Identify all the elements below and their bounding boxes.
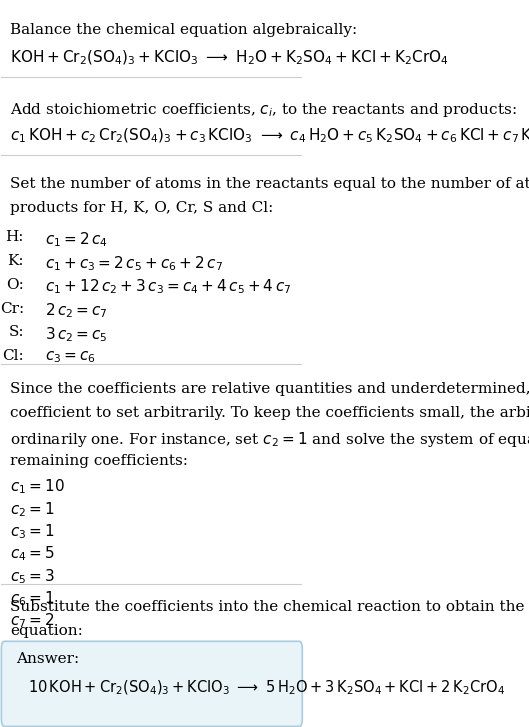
Text: $c_2 = 1$: $c_2 = 1$ <box>11 500 55 518</box>
Text: Since the coefficients are relative quantities and underdetermined, choose a: Since the coefficients are relative quan… <box>11 382 529 396</box>
Text: O:: O: <box>6 278 24 292</box>
Text: $c_5 = 3$: $c_5 = 3$ <box>11 567 55 586</box>
Text: S:: S: <box>8 325 24 340</box>
Text: $c_1\,\mathrm{KOH} + c_2\,\mathrm{Cr_2(SO_4)_3} + c_3\,\mathrm{KClO_3} \ \longri: $c_1\,\mathrm{KOH} + c_2\,\mathrm{Cr_2(S… <box>11 126 529 145</box>
Text: $c_1 = 2\,c_4$: $c_1 = 2\,c_4$ <box>45 230 108 249</box>
Text: products for H, K, O, Cr, S and Cl:: products for H, K, O, Cr, S and Cl: <box>11 201 274 214</box>
Text: Balance the chemical equation algebraically:: Balance the chemical equation algebraica… <box>11 23 358 37</box>
Text: ordinarily one. For instance, set $c_2 = 1$ and solve the system of equations fo: ordinarily one. For instance, set $c_2 =… <box>11 430 529 449</box>
Text: $c_6 = 1$: $c_6 = 1$ <box>11 590 55 608</box>
Text: Cr:: Cr: <box>0 302 24 316</box>
Text: $c_1 + 12\,c_2 + 3\,c_3 = c_4 + 4\,c_5 + 4\,c_7$: $c_1 + 12\,c_2 + 3\,c_3 = c_4 + 4\,c_5 +… <box>45 278 291 297</box>
Text: $c_4 = 5$: $c_4 = 5$ <box>11 545 55 563</box>
Text: Answer:: Answer: <box>16 652 80 666</box>
Text: Set the number of atoms in the reactants equal to the number of atoms in the: Set the number of atoms in the reactants… <box>11 177 529 190</box>
Text: Add stoichiometric coefficients, $c_i$, to the reactants and products:: Add stoichiometric coefficients, $c_i$, … <box>11 101 517 119</box>
Text: equation:: equation: <box>11 624 83 638</box>
Text: $c_3 = c_6$: $c_3 = c_6$ <box>45 349 96 365</box>
Text: $10\,\mathrm{KOH} + \mathrm{Cr_2(SO_4)_3} + \mathrm{KClO_3} \ \longrightarrow \ : $10\,\mathrm{KOH} + \mathrm{Cr_2(SO_4)_3… <box>29 679 505 697</box>
Text: $2\,c_2 = c_7$: $2\,c_2 = c_7$ <box>45 302 108 320</box>
Text: H:: H: <box>5 230 24 244</box>
Text: $c_1 = 10$: $c_1 = 10$ <box>11 478 65 497</box>
Text: Substitute the coefficients into the chemical reaction to obtain the balanced: Substitute the coefficients into the che… <box>11 601 529 614</box>
Text: $c_3 = 1$: $c_3 = 1$ <box>11 522 55 541</box>
FancyBboxPatch shape <box>2 641 302 726</box>
Text: $3\,c_2 = c_5$: $3\,c_2 = c_5$ <box>45 325 108 344</box>
Text: K:: K: <box>7 254 24 268</box>
Text: remaining coefficients:: remaining coefficients: <box>11 454 188 467</box>
Text: $c_1 + c_3 = 2\,c_5 + c_6 + 2\,c_7$: $c_1 + c_3 = 2\,c_5 + c_6 + 2\,c_7$ <box>45 254 223 273</box>
Text: $c_7 = 2$: $c_7 = 2$ <box>11 611 55 630</box>
Text: $\mathrm{KOH + Cr_2(SO_4)_3 + KClO_3 \ \longrightarrow \ H_2O + K_2SO_4 + KCl + : $\mathrm{KOH + Cr_2(SO_4)_3 + KClO_3 \ \… <box>11 48 449 67</box>
Text: coefficient to set arbitrarily. To keep the coefficients small, the arbitrary va: coefficient to set arbitrarily. To keep … <box>11 406 529 420</box>
Text: Cl:: Cl: <box>2 349 24 363</box>
